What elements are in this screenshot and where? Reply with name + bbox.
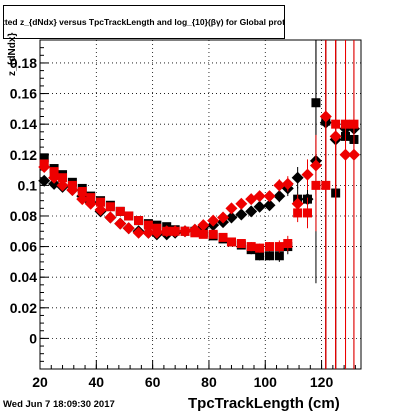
y-tick-label: 0.02 — [10, 300, 37, 316]
y-tick-label: 0.18 — [10, 55, 37, 71]
x-tick-label: 120 — [310, 374, 334, 390]
data-point-diamond — [347, 148, 360, 161]
data-point-diamond — [38, 161, 51, 174]
data-point-diamond — [132, 226, 145, 239]
data-point-diamond — [263, 190, 276, 203]
data-point-square — [58, 173, 68, 183]
data-point-square — [143, 220, 153, 230]
x-tick-label: 60 — [145, 374, 161, 390]
data-point-square — [218, 232, 228, 242]
data-point-diamond — [281, 177, 294, 190]
data-point-diamond — [273, 179, 286, 192]
y-tick-label: 0.04 — [10, 269, 37, 285]
x-tick-label: 40 — [89, 374, 105, 390]
y-tick-label: 0.08 — [10, 208, 37, 224]
data-point-diamond — [150, 226, 163, 239]
y-tick-label: 0.12 — [10, 147, 37, 163]
data-point-diamond — [225, 211, 238, 224]
data-point-square — [49, 167, 59, 177]
data-point-diamond — [188, 223, 201, 236]
data-point-diamond — [253, 190, 266, 203]
data-point-diamond — [245, 205, 258, 218]
data-point-diamond — [339, 148, 352, 161]
data-point-square — [96, 197, 106, 207]
data-point-square — [105, 202, 115, 212]
x-tick-label: 20 — [32, 374, 48, 390]
data-point-square — [236, 239, 246, 249]
data-point-diamond — [207, 214, 220, 227]
data-point-diamond — [197, 219, 210, 232]
data-point-square — [198, 229, 208, 239]
data-point-square — [255, 243, 265, 253]
data-point-diamond — [76, 193, 89, 206]
data-point-diamond — [122, 222, 135, 235]
data-point-diamond — [309, 159, 322, 172]
data-point-diamond — [273, 190, 286, 203]
data-point-square — [115, 206, 125, 216]
chart-title-box: tted z_{dNdx} versus TpcTrackLength and … — [3, 5, 285, 39]
data-point-diamond — [114, 217, 127, 230]
y-tick-label: 0.16 — [10, 86, 37, 102]
data-point-diamond — [38, 174, 51, 187]
y-tick-label: 0 — [29, 330, 37, 346]
data-point-diamond — [291, 171, 304, 184]
data-point-square — [303, 208, 312, 218]
data-point-square — [86, 193, 96, 203]
data-point-diamond — [329, 130, 342, 143]
x-tick-label: 100 — [254, 374, 278, 390]
data-point-diamond — [56, 179, 69, 192]
data-point-square — [134, 216, 144, 226]
data-point-square — [264, 251, 274, 261]
y-axis-label-box: z_{dNdx} — [3, 33, 23, 80]
data-point-diamond — [94, 203, 107, 216]
data-point-diamond — [142, 226, 155, 239]
data-point-diamond — [291, 197, 304, 210]
data-point-diamond — [235, 197, 248, 210]
x-axis-label: TpcTrackLength (cm) — [188, 395, 340, 412]
data-point-square — [274, 242, 284, 252]
y-tick-label: 0.06 — [10, 239, 37, 255]
data-point-square — [246, 242, 256, 252]
data-point-diamond — [66, 183, 79, 196]
data-point-diamond — [48, 171, 61, 184]
data-point-diamond — [104, 211, 117, 224]
data-point-square — [39, 153, 49, 163]
data-point-square — [226, 237, 236, 247]
data-point-square — [283, 239, 293, 249]
data-point-square — [264, 242, 274, 252]
timestamp: Wed Jun 7 18:09:30 2017 — [3, 399, 115, 410]
data-point-square — [274, 251, 284, 261]
data-point-diamond — [179, 225, 192, 238]
data-point-square — [208, 229, 218, 239]
data-point-diamond — [160, 225, 173, 238]
data-point-diamond — [253, 200, 266, 213]
data-point-square — [255, 251, 265, 261]
x-tick-label: 80 — [201, 374, 217, 390]
data-point-diamond — [169, 225, 182, 238]
data-point-diamond — [235, 208, 248, 221]
data-point-square — [77, 186, 87, 196]
y-tick-label: 0.14 — [10, 116, 37, 132]
data-point-square — [124, 211, 134, 221]
chart-title: tted z_{dNdx} versus TpcTrackLength and … — [3, 17, 285, 27]
data-point-diamond — [263, 199, 276, 212]
data-point-diamond — [301, 168, 314, 181]
data-point-diamond — [225, 202, 238, 215]
data-point-diamond — [319, 110, 332, 123]
data-point-diamond — [217, 211, 230, 224]
y-tick-label: 0.1 — [18, 177, 38, 193]
y-axis-label: z_{dNdx} — [7, 32, 18, 76]
data-point-diamond — [84, 197, 97, 210]
